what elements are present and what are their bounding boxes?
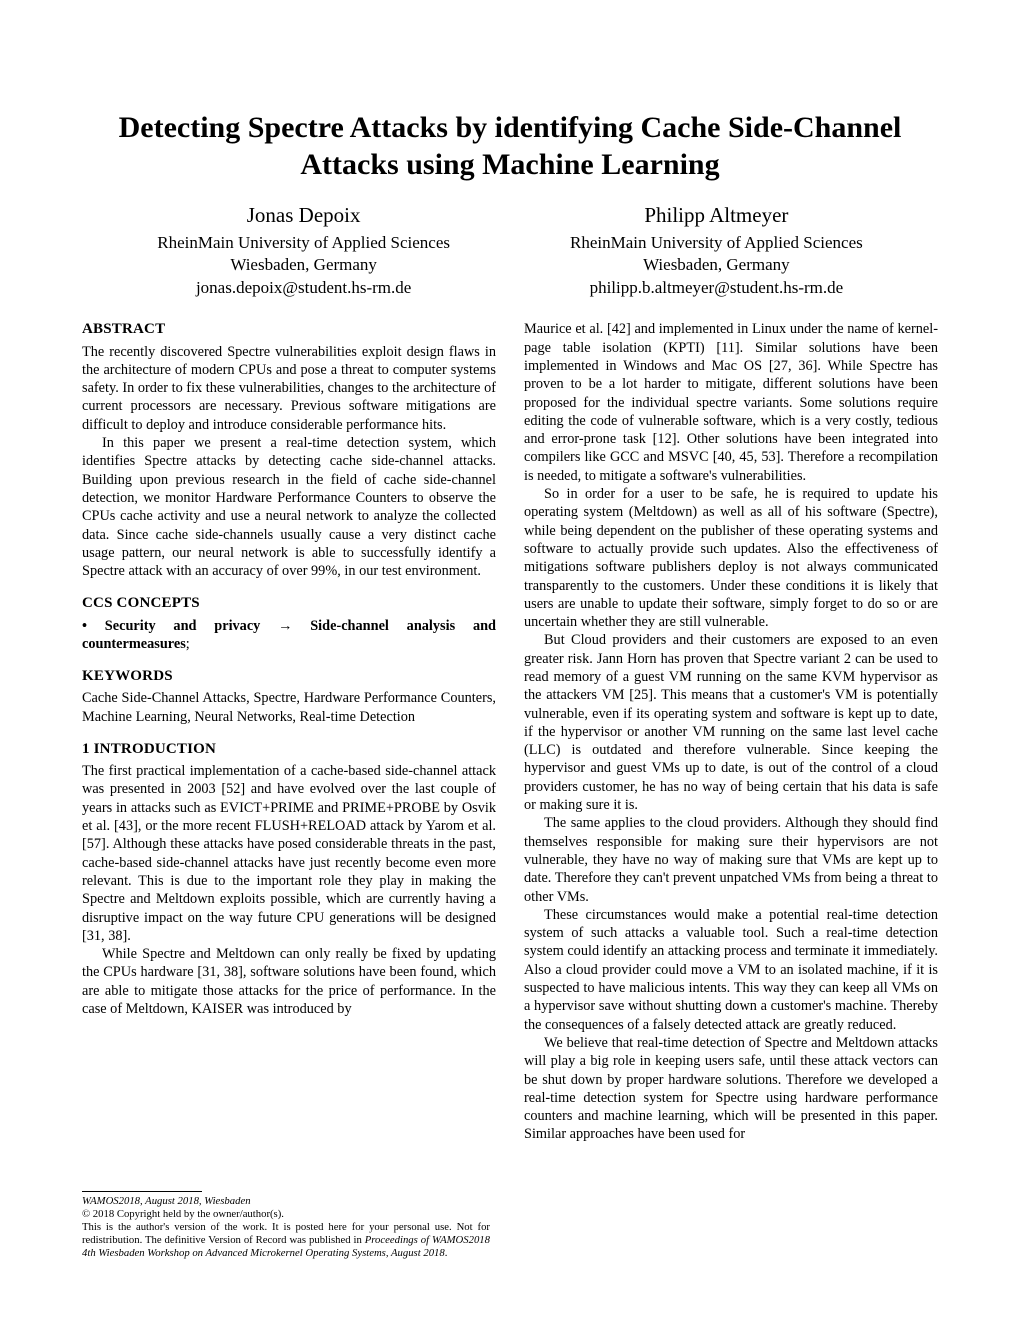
author-name: Jonas Depoix xyxy=(157,201,450,229)
col2-p4: The same applies to the cloud providers.… xyxy=(524,814,938,905)
body-columns: ABSTRACT The recently discovered Spectre… xyxy=(82,320,938,1143)
col2-p2: So in order for a user to be safe, he is… xyxy=(524,485,938,631)
intro-p2: While Spectre and Meltdown can only real… xyxy=(82,945,496,1018)
col2-p1: Maurice et al. [42] and implemented in L… xyxy=(524,320,938,485)
col2-p3: But Cloud providers and their customers … xyxy=(524,631,938,814)
author-affil: RheinMain University of Applied Sciences xyxy=(570,232,863,255)
ccs-pre: • Security and privacy → xyxy=(82,618,310,634)
abstract-p2: In this paper we present a real-time det… xyxy=(82,434,496,580)
page: Detecting Spectre Attacks by identifying… xyxy=(0,0,1020,1320)
author-city: Wiesbaden, Germany xyxy=(570,254,863,277)
footnote-venue: WAMOS2018, August 2018, Wiesbaden xyxy=(82,1195,490,1208)
abstract-p1: The recently discovered Spectre vulnerab… xyxy=(82,343,496,434)
footnote-spacer xyxy=(82,1018,496,1136)
author-affil: RheinMain University of Applied Sciences xyxy=(157,232,450,255)
intro-p1: The first practical implementation of a … xyxy=(82,762,496,945)
author-2: Philipp Altmeyer RheinMain University of… xyxy=(570,201,863,300)
keywords-heading: KEYWORDS xyxy=(82,667,496,686)
footnote-note-post: . xyxy=(445,1247,448,1259)
footnote-copyright: © 2018 Copyright held by the owner/autho… xyxy=(82,1208,490,1221)
paper-title: Detecting Spectre Attacks by identifying… xyxy=(82,110,938,183)
author-email: philipp.b.altmeyer@student.hs-rm.de xyxy=(570,277,863,300)
keywords-body: Cache Side-Channel Attacks, Spectre, Har… xyxy=(82,689,496,726)
author-city: Wiesbaden, Germany xyxy=(157,254,450,277)
col2-p6: We believe that real-time detection of S… xyxy=(524,1034,938,1144)
ccs-heading: CCS CONCEPTS xyxy=(82,594,496,613)
abstract-heading: ABSTRACT xyxy=(82,320,496,339)
ccs-post: ; xyxy=(186,636,190,652)
footnote: WAMOS2018, August 2018, Wiesbaden © 2018… xyxy=(82,1191,490,1260)
author-block: Jonas Depoix RheinMain University of App… xyxy=(82,201,938,300)
ccs-concepts: • Security and privacy → Side-channel an… xyxy=(82,617,496,654)
author-1: Jonas Depoix RheinMain University of App… xyxy=(157,201,450,300)
author-name: Philipp Altmeyer xyxy=(570,201,863,229)
author-email: jonas.depoix@student.hs-rm.de xyxy=(157,277,450,300)
intro-heading: 1 INTRODUCTION xyxy=(82,740,496,759)
footnote-note: This is the author's version of the work… xyxy=(82,1221,490,1260)
footnote-rule xyxy=(82,1191,202,1192)
col2-p5: These circumstances would make a potenti… xyxy=(524,906,938,1034)
